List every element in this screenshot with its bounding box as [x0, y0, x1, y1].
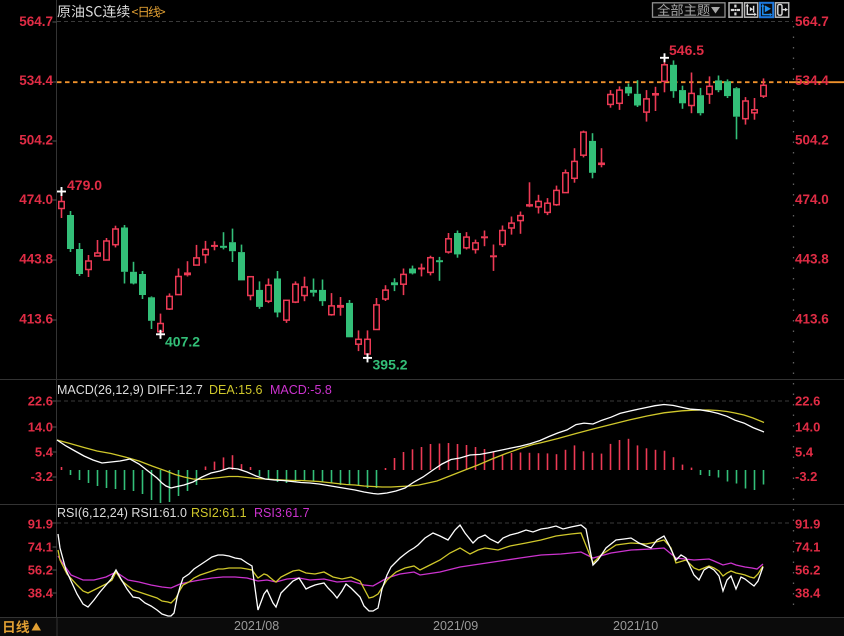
svg-text:413.6: 413.6: [19, 312, 53, 327]
svg-text:91.9: 91.9: [28, 517, 53, 532]
svg-text:MACD:-5.8: MACD:-5.8: [270, 383, 332, 397]
svg-text:407.2: 407.2: [165, 334, 200, 350]
svg-text:DEA:15.6: DEA:15.6: [209, 383, 263, 397]
svg-text:RSI(6,12,24) RSI1:61.0: RSI(6,12,24) RSI1:61.0: [57, 506, 187, 520]
svg-text:74.1: 74.1: [795, 540, 820, 555]
svg-text:474.0: 474.0: [795, 192, 829, 207]
svg-text:RSI2:61.1: RSI2:61.1: [191, 506, 247, 520]
svg-text:443.8: 443.8: [795, 252, 829, 267]
svg-text:56.2: 56.2: [28, 563, 53, 578]
svg-text:534.4: 534.4: [795, 73, 829, 88]
svg-text:22.6: 22.6: [795, 394, 820, 409]
svg-text:74.1: 74.1: [28, 540, 53, 555]
svg-text:2021/09: 2021/09: [433, 619, 478, 633]
svg-text:504.2: 504.2: [795, 133, 829, 148]
svg-text:-3.2: -3.2: [31, 469, 53, 484]
svg-text:413.6: 413.6: [795, 312, 829, 327]
svg-text:443.8: 443.8: [19, 252, 53, 267]
svg-text:91.9: 91.9: [795, 517, 820, 532]
svg-text:-3.2: -3.2: [795, 469, 817, 484]
svg-text:MACD(26,12,9) DIFF:12.7: MACD(26,12,9) DIFF:12.7: [57, 383, 203, 397]
svg-text:22.6: 22.6: [28, 394, 53, 409]
svg-text:395.2: 395.2: [373, 357, 408, 373]
svg-text:479.0: 479.0: [67, 177, 102, 193]
svg-text:38.4: 38.4: [795, 586, 821, 601]
svg-text:14.0: 14.0: [795, 420, 820, 435]
svg-text:5.4: 5.4: [35, 445, 54, 460]
svg-text:14.0: 14.0: [28, 420, 53, 435]
svg-text:56.2: 56.2: [795, 563, 820, 578]
svg-text:546.5: 546.5: [669, 42, 704, 58]
svg-text:2021/08: 2021/08: [234, 619, 279, 633]
svg-text:534.4: 534.4: [19, 73, 53, 88]
svg-text:564.7: 564.7: [795, 14, 829, 29]
svg-text:2021/10: 2021/10: [613, 619, 658, 633]
svg-text:38.4: 38.4: [28, 586, 54, 601]
svg-text:RSI3:61.7: RSI3:61.7: [254, 506, 310, 520]
svg-text:564.7: 564.7: [19, 14, 53, 29]
svg-text:504.2: 504.2: [19, 133, 53, 148]
svg-text:474.0: 474.0: [19, 192, 53, 207]
svg-text:5.4: 5.4: [795, 445, 814, 460]
